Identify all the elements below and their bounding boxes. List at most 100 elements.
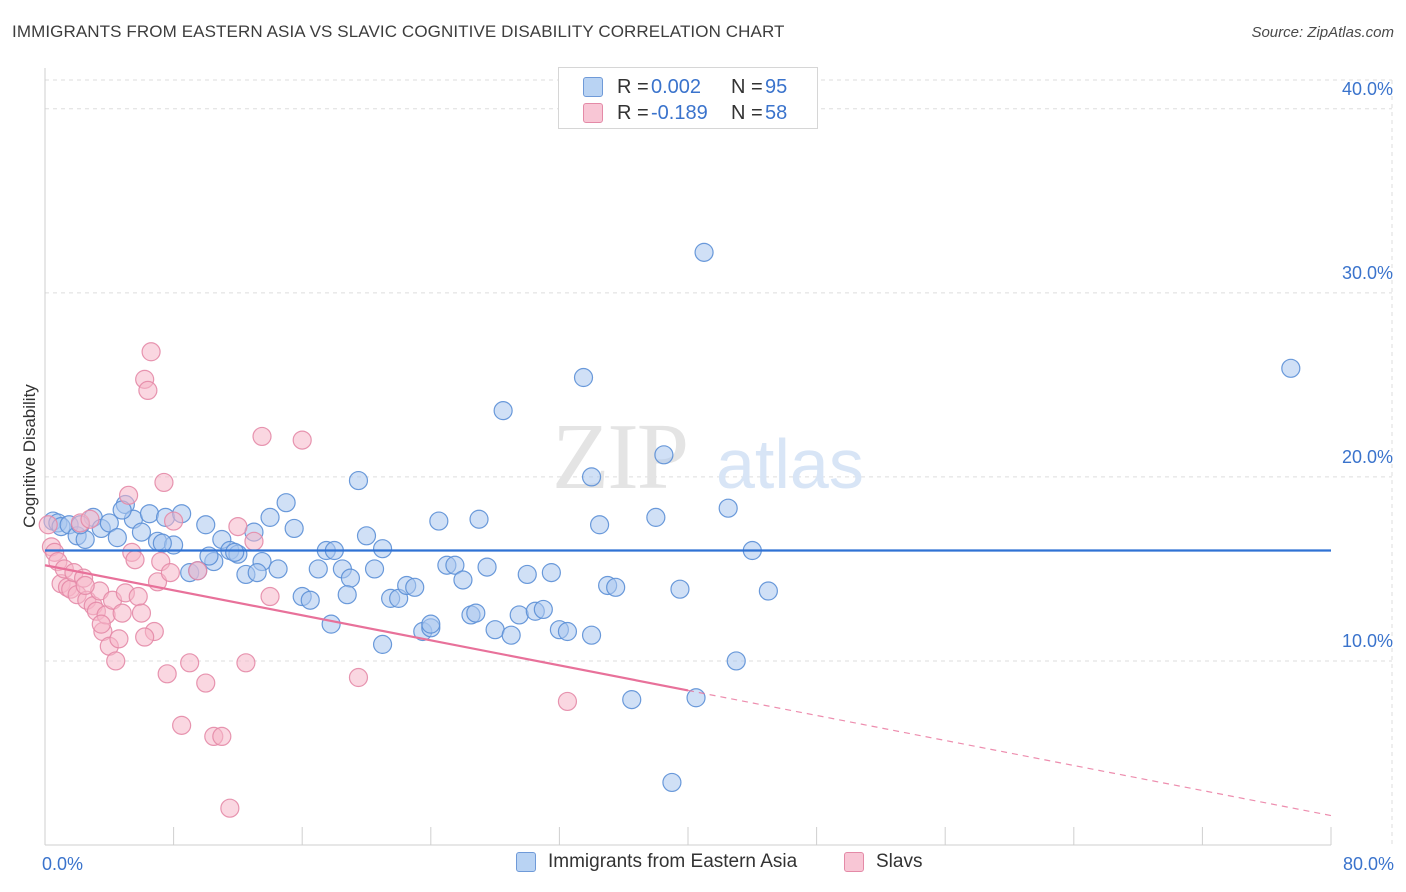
slavs-point <box>38 515 58 535</box>
legend-swatch-pink <box>583 103 603 123</box>
eastern-asia-point <box>225 542 245 562</box>
slavs-trendline <box>44 564 689 692</box>
eastern-asia-point <box>758 581 778 601</box>
eastern-asia-point <box>622 690 642 710</box>
slavs-trendline-extension <box>687 689 1332 817</box>
slavs-point <box>348 667 369 688</box>
eastern-asia-point <box>321 614 341 634</box>
eastern-asia-point <box>356 526 377 546</box>
points-layer <box>38 242 1301 818</box>
eastern-asia-point <box>485 620 505 640</box>
eastern-asia-point <box>466 603 486 623</box>
slavs-point <box>180 653 200 673</box>
eastern-asia-point <box>469 509 489 529</box>
eastern-asia-point <box>340 568 361 588</box>
chart-title: IMMIGRANTS FROM EASTERN ASIA VS SLAVIC C… <box>12 22 785 41</box>
eastern-asia-point <box>247 563 267 583</box>
slavs-point <box>196 673 216 693</box>
eastern-asia-point <box>445 555 465 575</box>
eastern-asia-point <box>662 772 682 793</box>
eastern-asia-point <box>477 557 497 577</box>
correlation-legend: R = 0.002 N = 95 R = -0.189 N = 58 <box>558 67 818 129</box>
eastern-asia-point <box>372 634 393 654</box>
slavs-point <box>138 380 158 401</box>
legend-swatch-blue <box>583 77 603 97</box>
eastern-asia-point <box>260 507 280 527</box>
eastern-asia-point <box>372 539 393 559</box>
legend-r-label: R = <box>617 101 649 124</box>
y-tick-label: 30.0% <box>1342 263 1393 283</box>
eastern-asia-point <box>405 577 425 597</box>
slavs-point <box>131 603 152 623</box>
x-tick-label: 80.0% <box>1343 854 1394 874</box>
slavs-point <box>164 511 184 531</box>
eastern-asia-point <box>517 564 537 585</box>
slavs-point <box>91 614 111 634</box>
slavs-point <box>160 563 180 583</box>
axis-layer: 10.0% 20.0% 30.0% 40.0% 0.0% 80.0% <box>42 68 1394 874</box>
eastern-asia-point <box>533 599 553 620</box>
series-legend-label: Immigrants from Eastern Asia <box>548 851 798 872</box>
slavs-point <box>228 516 248 537</box>
legend-r-value: -0.189 <box>651 101 708 124</box>
x-tick-label: 0.0% <box>42 854 83 874</box>
slavs-point <box>135 627 155 647</box>
slavs-point <box>172 715 192 735</box>
eastern-asia-point <box>131 522 152 542</box>
slavs-point <box>212 726 232 747</box>
slavs-point <box>244 531 264 551</box>
legend-row-slavs: R = -0.189 N = 58 <box>583 101 787 125</box>
trend-layer <box>44 549 1332 817</box>
watermark-atlas: atlas <box>716 425 864 503</box>
slavs-point <box>557 691 578 712</box>
eastern-asia-point <box>421 614 441 634</box>
eastern-asia-point <box>589 515 610 535</box>
slavs-point <box>236 653 256 673</box>
legend-r-label: R = <box>617 75 649 98</box>
legend-n-value: 95 <box>765 75 788 98</box>
slavs-point <box>112 603 132 623</box>
slavs-point <box>157 664 177 684</box>
eastern-asia-point <box>276 493 296 513</box>
series-swatch-pink <box>844 852 864 872</box>
legend-row-eastern-asia: R = 0.002 N = 95 <box>583 75 787 99</box>
slavs-point <box>80 509 100 529</box>
eastern-asia-point <box>557 621 578 642</box>
eastern-asia-point <box>196 515 216 535</box>
eastern-asia-point <box>509 605 529 625</box>
eastern-asia-point <box>284 518 304 539</box>
slavs-point <box>141 342 161 362</box>
y-tick-label: 10.0% <box>1342 631 1393 651</box>
eastern-asia-point <box>300 590 320 610</box>
eastern-asia-point <box>646 507 666 527</box>
eastern-asia-point <box>581 467 602 487</box>
y-tick-label: 20.0% <box>1342 447 1393 467</box>
eastern-asia-point <box>493 401 513 421</box>
slavs-point <box>118 485 139 505</box>
slavs-point <box>260 586 280 607</box>
slavs-point <box>75 575 95 596</box>
series-legend: Immigrants from Eastern Asia Slavs <box>0 851 1406 877</box>
source-label: Source: ZipAtlas.com <box>1251 24 1394 41</box>
eastern-asia-point <box>718 498 738 518</box>
watermark: ZIP atlas <box>552 405 864 509</box>
eastern-asia-point <box>726 651 746 671</box>
legend-n-label: N = <box>731 101 763 124</box>
slavs-point <box>220 798 240 818</box>
slavs-point <box>128 586 148 607</box>
eastern-asia-point <box>606 577 626 597</box>
eastern-asia-point <box>670 579 690 599</box>
eastern-asia-point <box>99 513 119 533</box>
legend-n-label: N = <box>731 75 763 98</box>
eastern-asia-point <box>501 625 521 645</box>
eastern-asia-point <box>581 625 602 645</box>
slavs-point <box>106 651 126 671</box>
eastern-asia-point <box>541 563 561 583</box>
series-legend-eastern-asia: Immigrants from Eastern Asia <box>516 851 797 873</box>
eastern-asia-point <box>107 528 127 548</box>
eastern-asia-point <box>268 559 288 579</box>
slavs-point <box>154 472 174 493</box>
eastern-asia-point <box>139 504 160 524</box>
eastern-asia-point <box>364 559 385 579</box>
